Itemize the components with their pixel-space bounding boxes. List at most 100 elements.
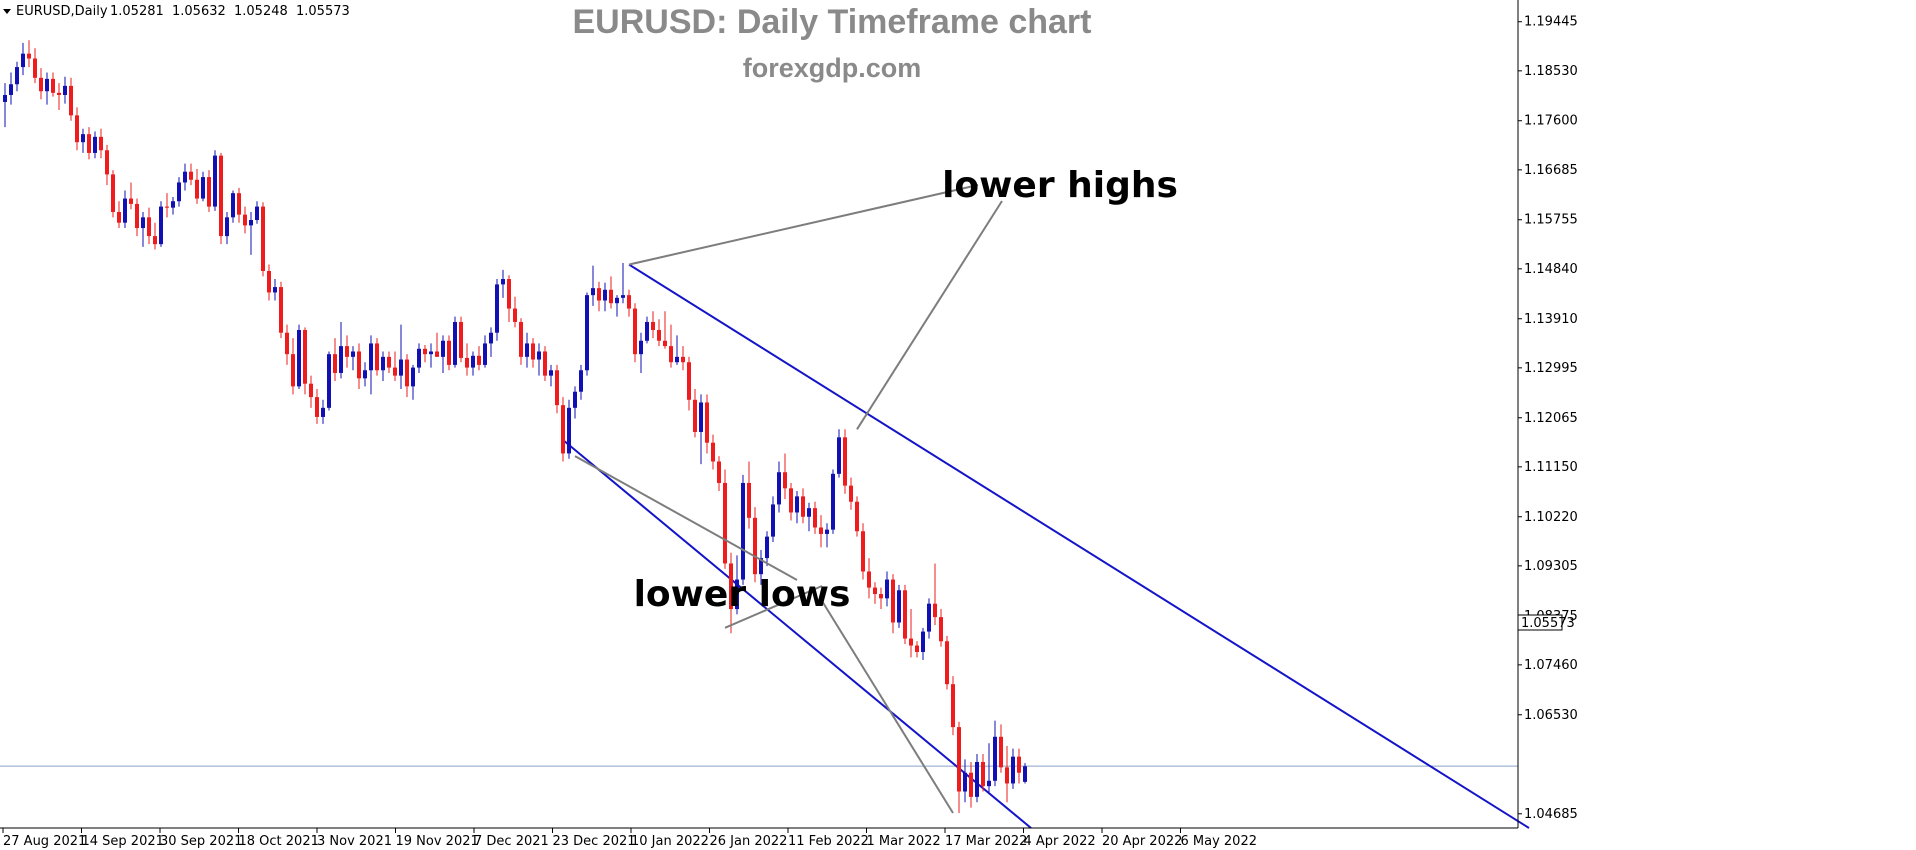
candle-body	[873, 587, 877, 595]
candle	[99, 128, 103, 159]
candle	[579, 364, 583, 400]
candle-body	[279, 287, 283, 333]
candle-body	[483, 343, 487, 365]
candle	[75, 107, 79, 151]
current-price-tag-box	[1517, 614, 1563, 631]
candle-body	[423, 348, 427, 355]
candle	[813, 501, 817, 534]
candle-body	[201, 177, 205, 199]
date-tick-label: 17 Mar 2022	[945, 834, 1027, 849]
candle	[645, 316, 649, 344]
candle-body	[123, 198, 127, 223]
candle-body	[603, 289, 607, 301]
candle-body	[675, 356, 679, 363]
candle	[273, 279, 277, 301]
candle-body	[447, 340, 451, 365]
candle-body	[327, 354, 331, 408]
candle-body	[975, 761, 979, 797]
candle-body	[579, 370, 583, 392]
candle	[123, 190, 127, 229]
candle	[723, 469, 727, 569]
candle-body	[381, 356, 385, 371]
candle-body	[687, 362, 691, 400]
candle	[483, 335, 487, 368]
candle-body	[765, 536, 769, 559]
candle-body	[273, 287, 277, 293]
candle	[219, 152, 223, 245]
candle	[1023, 763, 1027, 784]
candle	[705, 394, 709, 454]
candle-body	[537, 351, 541, 360]
candle	[453, 316, 457, 368]
date-tick-label: 20 Apr 2022	[1102, 834, 1182, 849]
candle	[939, 609, 943, 647]
candle-body	[153, 236, 157, 245]
candle	[27, 40, 31, 68]
candle	[603, 282, 607, 312]
candle-body	[489, 332, 493, 344]
candle-body	[405, 359, 409, 387]
candle	[873, 582, 877, 604]
candle-body	[135, 203, 139, 229]
candle	[735, 555, 739, 615]
candle-body	[807, 508, 811, 517]
candle-body	[225, 217, 229, 237]
candle	[111, 170, 115, 218]
candle	[441, 335, 445, 373]
candle-body	[891, 579, 895, 623]
candle-body	[711, 442, 715, 462]
symbol-label: EURUSD,Daily	[16, 4, 108, 19]
candle-body	[183, 171, 187, 183]
candle	[957, 721, 961, 813]
candle	[825, 523, 829, 548]
date-tick-label: 14 Sep 2021	[82, 834, 164, 849]
candle	[903, 584, 907, 644]
candle	[975, 753, 979, 803]
candle-body	[981, 761, 985, 787]
candle-body	[627, 295, 631, 309]
candle-body	[15, 67, 19, 85]
candle-body	[633, 308, 637, 355]
candle-body	[963, 772, 967, 792]
candle-body	[669, 346, 673, 363]
chart-header: EURUSD,Daily 1.05281 1.05632 1.05248 1.0…	[3, 4, 350, 19]
candle-body	[699, 402, 703, 432]
candle-body	[231, 193, 235, 218]
candle-body	[1017, 756, 1021, 773]
candle-body	[933, 603, 937, 618]
candle-body	[171, 201, 175, 208]
annotation-lower-highs: lower highs	[942, 165, 1178, 206]
candle-body	[495, 284, 499, 333]
candle-body	[717, 461, 721, 483]
candle-body	[477, 355, 481, 365]
candle	[429, 343, 433, 368]
candle-body	[411, 367, 415, 387]
candle	[753, 507, 757, 583]
candle-body	[285, 332, 289, 355]
candle-body	[657, 330, 661, 341]
candle	[987, 743, 991, 795]
candle	[201, 171, 205, 202]
price-tick-label: 1.19445	[1524, 15, 1578, 30]
candle	[213, 150, 217, 211]
price-tick-label: 1.12995	[1524, 361, 1578, 376]
candle	[633, 303, 637, 363]
candle-body	[429, 351, 433, 355]
candle	[999, 724, 1003, 773]
candle	[615, 295, 619, 317]
candle	[297, 324, 301, 390]
candle-body	[255, 206, 259, 221]
candle	[45, 72, 49, 105]
candle	[375, 338, 379, 376]
candle-body	[999, 736, 1003, 768]
candle-body	[747, 482, 751, 518]
ohlc-high: 1.05632	[172, 4, 226, 19]
candle	[15, 61, 19, 92]
candle-body	[903, 590, 907, 639]
candle-body	[909, 638, 913, 646]
candle	[573, 386, 577, 419]
candle-body	[195, 179, 199, 199]
candle	[423, 345, 427, 363]
candle	[537, 343, 541, 376]
